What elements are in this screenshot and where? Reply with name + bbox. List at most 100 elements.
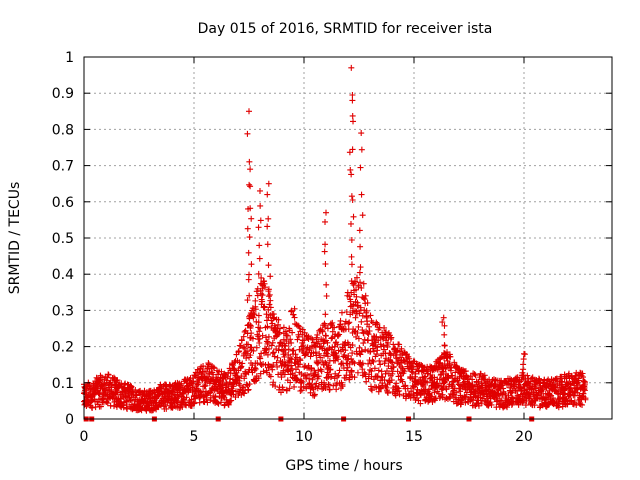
- data-point: [349, 92, 356, 99]
- y-axis-label: SRMTID / TECUs: [7, 182, 23, 295]
- data-point: [266, 291, 273, 298]
- data-point: [323, 209, 329, 216]
- data-point: [280, 324, 287, 331]
- data-point: [573, 402, 580, 409]
- data-point: [349, 146, 356, 153]
- data-point: [213, 376, 220, 383]
- data-point: [520, 366, 527, 373]
- data-point: [436, 395, 443, 402]
- data-point: [319, 358, 326, 365]
- y-tick-label: 0.4: [52, 267, 74, 283]
- data-point: [363, 307, 370, 314]
- data-point: [374, 344, 381, 351]
- y-tick-label: 0.6: [52, 195, 74, 211]
- y-tick-label: 0.5: [52, 231, 74, 247]
- data-point: [191, 400, 198, 407]
- data-point: [247, 183, 254, 190]
- data-point: [113, 377, 120, 384]
- data-point: [365, 331, 372, 338]
- data-point: [356, 310, 363, 317]
- data-point: [307, 353, 314, 360]
- data-point: [360, 340, 367, 347]
- data-point: [342, 347, 349, 354]
- data-point: [441, 322, 448, 329]
- data-point: [381, 324, 388, 331]
- data-point: [448, 364, 455, 371]
- data-point: [454, 377, 461, 384]
- data-point: [245, 271, 252, 278]
- data-point: [401, 368, 408, 375]
- data-point: [321, 320, 328, 327]
- data-point: [521, 381, 528, 388]
- data-point: [238, 337, 245, 344]
- data-point: [260, 368, 267, 375]
- data-point: [346, 149, 353, 156]
- data-point: [290, 347, 297, 354]
- data-point: [234, 374, 241, 381]
- data-point: [368, 383, 375, 390]
- data-point: [394, 368, 401, 375]
- data-point: [285, 346, 292, 353]
- data-point: [328, 373, 335, 380]
- data-point: [354, 303, 361, 310]
- data-point: [321, 248, 328, 255]
- data-point: [519, 372, 526, 379]
- data-point: [311, 391, 318, 398]
- y-tick-label: 0.1: [52, 376, 74, 392]
- data-point: [256, 335, 263, 342]
- data-point: [345, 320, 352, 327]
- data-point: [319, 328, 326, 335]
- data-point: [247, 166, 254, 173]
- data-point: [414, 379, 421, 386]
- data-point: [252, 366, 259, 373]
- data-point: [355, 335, 362, 342]
- data-point: [283, 386, 290, 393]
- data-point: [200, 363, 207, 370]
- data-point: [263, 311, 270, 318]
- data-point: [348, 171, 355, 178]
- data-point: [297, 357, 304, 364]
- data-point: [371, 365, 378, 372]
- data-point: [269, 350, 276, 357]
- data-point: [357, 351, 364, 358]
- data-point: [373, 319, 380, 326]
- data-point: [298, 387, 305, 394]
- data-point: [291, 314, 298, 321]
- data-point: [439, 319, 446, 326]
- data-point: [179, 403, 186, 410]
- data-point: [291, 383, 298, 390]
- data-point: [368, 368, 375, 375]
- data-point: [296, 346, 303, 353]
- data-point: [439, 362, 446, 369]
- data-point: [453, 389, 460, 396]
- data-point: [376, 357, 383, 364]
- data-point: [245, 276, 252, 283]
- data-point: [311, 372, 318, 379]
- data-point: [359, 312, 366, 319]
- data-point: [235, 348, 242, 355]
- data-point: [337, 317, 344, 324]
- data-point: [324, 353, 331, 360]
- data-point: [255, 319, 262, 326]
- data-point: [322, 311, 329, 318]
- data-point: [374, 320, 381, 327]
- data-point: [388, 377, 395, 384]
- data-point: [246, 158, 253, 165]
- data-point: [353, 293, 360, 300]
- data-point: [388, 334, 395, 341]
- data-point: [351, 374, 358, 381]
- data-point: [358, 146, 365, 153]
- data-point: [227, 375, 234, 382]
- data-point: [278, 374, 285, 381]
- data-point: [421, 374, 428, 381]
- data-point: [315, 359, 322, 366]
- data-point: [562, 384, 569, 391]
- data-point: [472, 372, 479, 379]
- data-point: [441, 342, 448, 349]
- y-tick-label: 0.9: [52, 86, 74, 102]
- data-point: [282, 343, 289, 350]
- data-point: [256, 255, 263, 262]
- data-point: [258, 301, 265, 308]
- data-point: [89, 404, 96, 411]
- data-point: [277, 325, 284, 332]
